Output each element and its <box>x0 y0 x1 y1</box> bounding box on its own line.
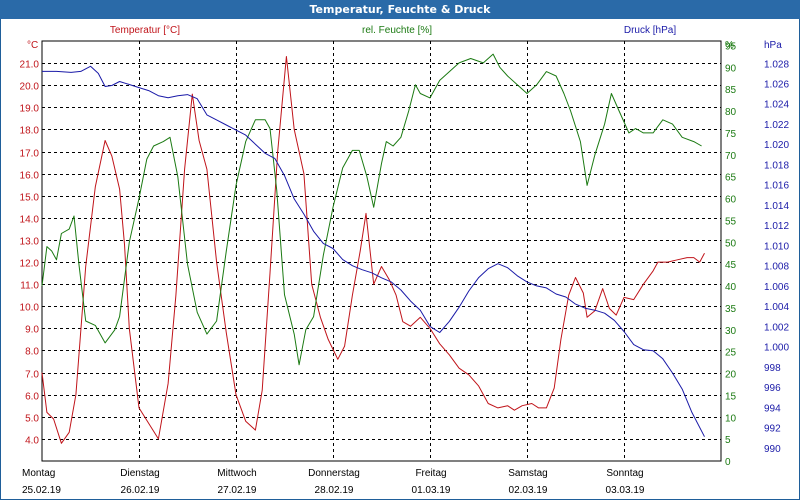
y-tick-humidity: 15 <box>725 391 737 402</box>
y-tick-humidity: 80 <box>725 107 737 118</box>
y-tick-pressure: 1.004 <box>764 302 789 313</box>
series-line-humidity <box>41 53 702 366</box>
x-tick-date: 03.03.19 <box>606 485 645 496</box>
y-tick-temperature: 19.0 <box>20 104 40 115</box>
y-tick-temperature: 16.0 <box>20 171 40 182</box>
legend-temperature: Temperatur [°C] <box>110 25 180 36</box>
y-tick-pressure: 1.026 <box>764 80 789 91</box>
y-tick-humidity: 5 <box>725 435 731 446</box>
x-tick-day: Samstag <box>508 468 547 479</box>
y-tick-humidity: 35 <box>725 304 737 315</box>
y-tick-humidity: 95 <box>725 41 737 52</box>
y-tick-temperature: 18.0 <box>20 126 40 137</box>
x-tick-date: 25.02.19 <box>22 485 61 496</box>
y-tick-humidity: 90 <box>725 63 737 74</box>
y-tick-temperature: 20.0 <box>20 82 40 93</box>
y-tick-temperature: 21.0 <box>20 60 40 71</box>
y-tick-humidity: 10 <box>725 413 737 424</box>
y-unit-pressure: hPa <box>764 40 782 51</box>
y-tick-temperature: 4.0 <box>25 436 39 447</box>
y-tick-pressure: 1.022 <box>764 120 789 131</box>
y-tick-pressure: 1.016 <box>764 181 789 192</box>
series-line-pressure <box>42 65 705 437</box>
x-tick-day: Sonntag <box>606 468 643 479</box>
y-tick-humidity: 85 <box>725 85 737 96</box>
y-tick-pressure: 994 <box>764 403 781 414</box>
x-tick-date: 01.03.19 <box>412 485 451 496</box>
x-tick-date: 02.03.19 <box>509 485 548 496</box>
y-tick-humidity: 75 <box>725 129 737 140</box>
y-tick-temperature: 9.0 <box>25 325 39 336</box>
y-tick-humidity: 70 <box>725 151 737 162</box>
legend-pressure: Druck [hPa] <box>624 25 676 36</box>
y-tick-pressure: 1.006 <box>764 282 789 293</box>
x-tick-day: Mittwoch <box>217 468 256 479</box>
y-tick-temperature: 10.0 <box>20 303 40 314</box>
y-tick-pressure: 1.008 <box>764 262 789 273</box>
y-tick-humidity: 50 <box>725 238 737 249</box>
y-tick-temperature: 6.0 <box>25 392 39 403</box>
y-tick-humidity: 0 <box>725 457 731 468</box>
y-tick-temperature: 5.0 <box>25 414 39 425</box>
y-tick-temperature: 15.0 <box>20 193 40 204</box>
y-tick-pressure: 1.020 <box>764 140 789 151</box>
x-tick-date: 26.02.19 <box>121 485 160 496</box>
y-tick-humidity: 45 <box>725 260 737 271</box>
y-tick-pressure: 1.014 <box>764 201 789 212</box>
y-tick-temperature: 13.0 <box>20 237 40 248</box>
y-tick-humidity: 40 <box>725 282 737 293</box>
y-tick-temperature: 7.0 <box>25 370 39 381</box>
y-tick-pressure: 996 <box>764 383 781 394</box>
x-tick-date: 28.02.19 <box>315 485 354 496</box>
y-tick-temperature: 8.0 <box>25 347 39 358</box>
y-tick-pressure: 990 <box>764 444 781 455</box>
y-tick-humidity: 20 <box>725 370 737 381</box>
x-tick-day: Donnerstag <box>308 468 360 479</box>
y-tick-humidity: 25 <box>725 348 737 359</box>
y-unit-temperature: °C <box>27 40 38 51</box>
y-tick-pressure: 1.010 <box>764 241 789 252</box>
window-title: Temperatur, Feuchte & Druck <box>0 0 800 19</box>
y-tick-temperature: 14.0 <box>20 215 40 226</box>
y-tick-pressure: 1.018 <box>764 160 789 171</box>
y-tick-pressure: 1.002 <box>764 322 789 333</box>
y-tick-pressure: 1.024 <box>764 100 789 111</box>
y-tick-humidity: 65 <box>725 173 737 184</box>
series-line-temperature <box>41 56 705 444</box>
y-tick-pressure: 992 <box>764 424 781 435</box>
x-tick-date: 27.02.19 <box>218 485 257 496</box>
y-tick-pressure: 998 <box>764 363 781 374</box>
legend-humidity: rel. Feuchte [%] <box>362 25 432 36</box>
y-tick-humidity: 30 <box>725 326 737 337</box>
y-tick-pressure: 1.000 <box>764 343 789 354</box>
x-tick-day: Montag <box>22 468 55 479</box>
y-unit-humidity: % <box>725 40 734 51</box>
plot-border <box>41 40 722 462</box>
x-tick-day: Freitag <box>415 468 446 479</box>
y-tick-pressure: 1.012 <box>764 221 789 232</box>
x-tick-day: Dienstag <box>120 468 159 479</box>
y-tick-temperature: 17.0 <box>20 149 40 160</box>
y-tick-pressure: 1.028 <box>764 59 789 70</box>
y-tick-humidity: 55 <box>725 216 737 227</box>
y-tick-temperature: 12.0 <box>20 259 40 270</box>
y-tick-temperature: 11.0 <box>20 281 39 292</box>
y-tick-humidity: 60 <box>725 195 737 206</box>
